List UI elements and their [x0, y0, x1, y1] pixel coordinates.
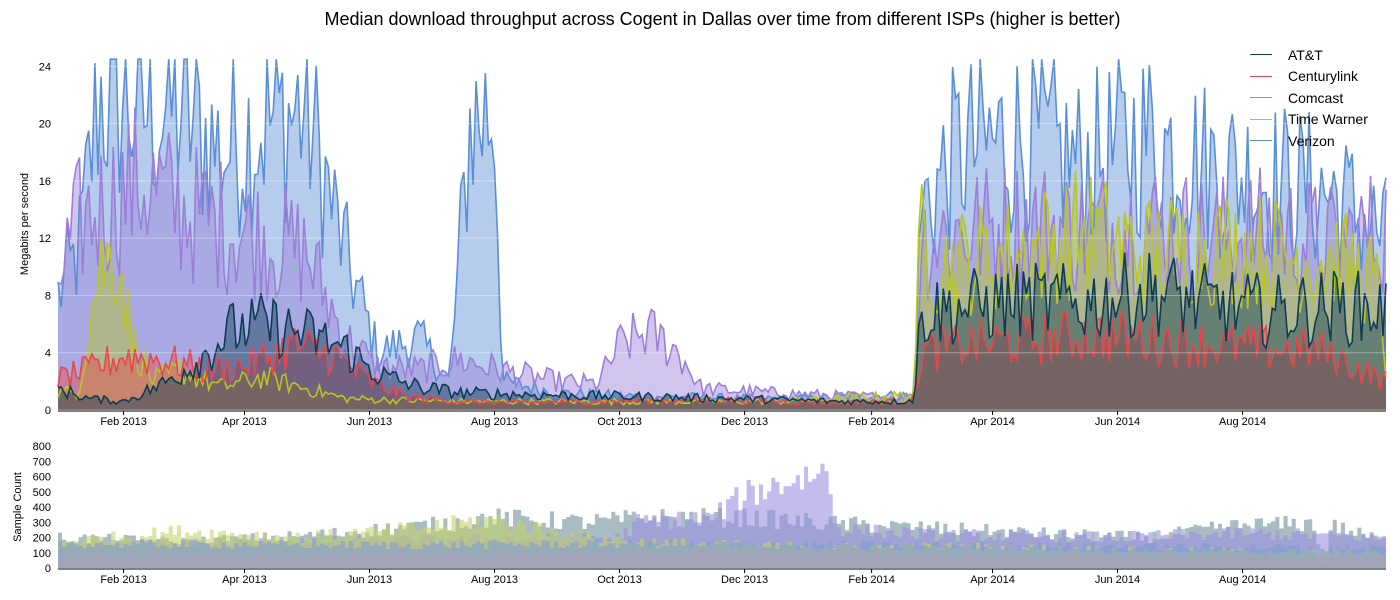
- sample-count-bars: [58, 463, 1386, 568]
- x-tick-label: Feb 2013: [100, 416, 146, 428]
- legend-swatch: [1250, 97, 1272, 99]
- x-tick-label: Aug 2013: [471, 574, 518, 586]
- throughput-y-ticks: 0 4 8 12 16 20 24: [39, 61, 1386, 417]
- bar-verizon: [58, 538, 1386, 568]
- x-tick-label: Feb 2014: [848, 574, 894, 586]
- y-tick-label: 8: [45, 290, 51, 302]
- legend-label: Comcast: [1288, 89, 1344, 106]
- chart-legend: AT&T Centurylink Comcast Time Warner Verizon: [1250, 44, 1368, 152]
- legend-swatch: [1250, 75, 1272, 77]
- legend-item-at-t: AT&T: [1250, 44, 1368, 66]
- y-tick-label: 300: [33, 517, 51, 529]
- line-comcast: [57, 107, 1387, 403]
- area-verizon: [58, 59, 1386, 410]
- y-tick-label: 100: [33, 548, 51, 560]
- bars-comcast: [58, 463, 1386, 568]
- y-tick-label: 0: [45, 405, 51, 417]
- x-tick-label: Dec 2013: [721, 416, 768, 428]
- y-tick-label: 24: [39, 61, 51, 73]
- chart-title: Median download throughput across Cogent…: [324, 9, 1121, 29]
- y-tick-label: 12: [39, 233, 51, 245]
- x-tick-label: Dec 2013: [721, 574, 768, 586]
- sample-count-y-ticks: 0 100 200 300 400 500 600 700 800: [33, 441, 51, 575]
- x-tick-label: Apr 2013: [222, 574, 267, 586]
- throughput-y-label: Megabits per second: [19, 173, 31, 275]
- legend-label: Verizon: [1288, 132, 1335, 149]
- y-tick-label: 400: [33, 502, 51, 514]
- x-tick-label: Apr 2013: [222, 416, 267, 428]
- y-tick-label: 500: [33, 487, 51, 499]
- y-tick-label: 800: [33, 441, 51, 453]
- x-tick-label: Oct 2013: [597, 574, 642, 586]
- line-centurylink: [57, 310, 1387, 407]
- throughput-x-ticks: Feb 2013 Apr 2013 Jun 2013 Aug 2013 Oct 2013…: [100, 411, 1266, 428]
- legend-swatch: [1250, 54, 1272, 56]
- line-time-warner: [57, 170, 1387, 407]
- legend-item-comcast: Comcast: [1250, 87, 1368, 109]
- y-tick-label: 16: [39, 176, 51, 188]
- x-tick-label: Jun 2013: [347, 574, 392, 586]
- legend-label: AT&T: [1288, 46, 1323, 63]
- x-tick-label: Jun 2013: [347, 416, 392, 428]
- x-tick-label: Aug 2014: [1219, 416, 1266, 428]
- legend-swatch: [1250, 140, 1272, 142]
- legend-swatch: [1250, 118, 1272, 120]
- line-at-t: [57, 252, 1387, 406]
- x-tick-label: Apr 2014: [970, 574, 1015, 586]
- line-verizon: [57, 58, 1387, 405]
- sample-count-panel: Feb 2013 Apr 2013 Jun 2013 Aug 2013 Oct 2013…: [12, 441, 1386, 586]
- legend-label: Time Warner: [1288, 111, 1368, 128]
- x-tick-label: Jun 2014: [1095, 574, 1140, 586]
- legend-item-verizon: Verizon: [1250, 130, 1368, 152]
- y-tick-label: 600: [33, 472, 51, 484]
- x-tick-label: Feb 2014: [848, 416, 894, 428]
- throughput-panel: Feb 2013 Apr 2013 Jun 2013 Aug 2013 Oct 2013…: [19, 58, 1387, 428]
- bar-comcast: [58, 463, 1386, 568]
- x-tick-label: Aug 2014: [1219, 574, 1266, 586]
- x-tick-label: Apr 2014: [970, 416, 1015, 428]
- x-tick-label: Aug 2013: [471, 416, 518, 428]
- y-tick-label: 20: [39, 119, 51, 131]
- y-tick-label: 4: [45, 348, 51, 360]
- legend-item-time-warner: Time Warner: [1250, 109, 1368, 131]
- x-tick-label: Oct 2013: [597, 416, 642, 428]
- sample-count-x-ticks: Feb 2013 Apr 2013 Jun 2013 Aug 2013 Oct 2013…: [100, 569, 1266, 586]
- sample-count-y-label: Sample Count: [12, 472, 24, 542]
- y-tick-label: 200: [33, 533, 51, 545]
- x-tick-label: Jun 2014: [1095, 416, 1140, 428]
- x-tick-label: Feb 2013: [100, 574, 146, 586]
- throughput-lines: [57, 58, 1387, 407]
- y-tick-label: 700: [33, 456, 51, 468]
- legend-label: Centurylink: [1288, 68, 1359, 85]
- legend-item-centurylink: Centurylink: [1250, 66, 1368, 88]
- y-tick-label: 0: [45, 563, 51, 575]
- area-at-t: [58, 252, 1386, 410]
- bars-verizon: [58, 538, 1386, 568]
